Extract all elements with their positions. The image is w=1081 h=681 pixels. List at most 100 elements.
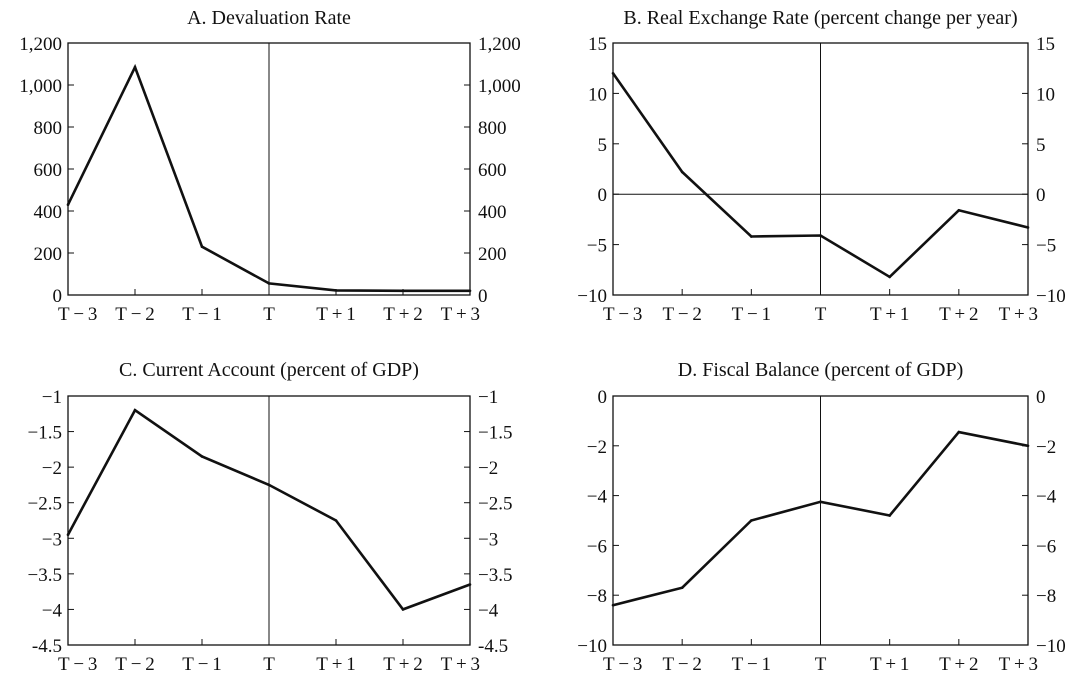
y-tick-label-right: 0 (478, 286, 488, 307)
data-point (888, 514, 891, 517)
y-tick-label-right: −1.5 (478, 423, 512, 444)
y-tick-label-right: −3.5 (478, 565, 512, 586)
data-point (200, 245, 204, 248)
y-tick-label-right: −1 (478, 387, 498, 408)
y-tick-label-right: −6 (1036, 536, 1056, 557)
chart-title: B. Real Exchange Rate (percent change pe… (623, 7, 1017, 29)
y-tick-label-right: −4 (478, 600, 499, 621)
y-tick-label-left: −3 (42, 529, 62, 550)
x-tick-label: T − 1 (732, 654, 771, 675)
x-tick-label: T − 2 (115, 654, 154, 675)
data-point (680, 586, 684, 590)
data-point (133, 65, 137, 69)
data-point (66, 533, 70, 537)
y-tick-label-left: 15 (588, 34, 607, 55)
x-tick-label: T − 2 (662, 654, 701, 675)
x-tick-label: T (263, 304, 275, 325)
data-point (750, 519, 753, 522)
y-tick-label-right: 200 (478, 244, 507, 265)
data-point (401, 608, 405, 611)
y-tick-label-right: −2 (478, 458, 498, 479)
x-tick-label: T − 3 (58, 654, 97, 675)
x-tick-label: T + 2 (383, 654, 422, 675)
y-tick-label-left: 800 (34, 118, 63, 139)
y-tick-label-right: 600 (478, 160, 507, 181)
y-tick-label-right: 400 (478, 202, 507, 223)
data-point (1026, 444, 1030, 448)
y-tick-label-left: −2 (587, 437, 607, 458)
data-point (200, 455, 204, 458)
y-tick-label-right: 1,000 (478, 76, 521, 97)
x-tick-label: T + 2 (939, 654, 978, 675)
data-point (1026, 226, 1030, 229)
panel-b: B. Real Exchange Rate (percent change pe… (577, 7, 1065, 325)
y-tick-label-right: −4 (1036, 487, 1057, 508)
data-point (267, 483, 271, 487)
y-tick-label-right: 0 (1036, 185, 1046, 206)
data-point (680, 170, 684, 174)
y-tick-label-right: −5 (1036, 236, 1056, 257)
y-tick-label-left: −4 (587, 487, 608, 508)
x-tick-label: T + 3 (441, 654, 480, 675)
y-tick-label-left: −1 (42, 387, 62, 408)
y-tick-label-left: −5 (587, 236, 607, 257)
data-point (819, 234, 822, 237)
x-tick-label: T − 2 (662, 304, 701, 325)
chart-title: C. Current Account (percent of GDP) (119, 359, 419, 381)
data-point (66, 203, 70, 206)
data-point (133, 408, 137, 412)
data-point (819, 500, 822, 504)
y-tick-label-left: 0 (598, 185, 608, 206)
x-tick-label: T − 1 (732, 304, 771, 325)
x-tick-label: T − 3 (603, 304, 642, 325)
x-tick-label: T + 3 (441, 304, 480, 325)
y-tick-label-right: 1,200 (478, 34, 521, 55)
y-tick-label-left: −3.5 (28, 565, 62, 586)
x-tick-label: T + 3 (999, 304, 1038, 325)
y-tick-label-left: 5 (598, 135, 608, 156)
y-tick-label-right: 10 (1036, 84, 1055, 105)
y-tick-label-left: 10 (588, 84, 607, 105)
y-tick-label-left: 600 (34, 160, 63, 181)
y-tick-label-right: −2.5 (478, 494, 512, 515)
x-tick-label: T + 1 (316, 304, 355, 325)
panel-a: A. Devaluation Rate 0 0 200 200 400 400 600 600 8… (19, 7, 521, 325)
y-tick-label-left: −10 (577, 286, 607, 307)
y-tick-label-left: −6 (587, 536, 607, 557)
x-tick-label: T − 3 (58, 304, 97, 325)
y-tick-label-left: 0 (598, 387, 608, 408)
y-tick-label-right: −8 (1036, 586, 1056, 607)
y-tick-label-left: 200 (34, 244, 63, 265)
x-tick-label: T + 3 (999, 654, 1038, 675)
y-tick-label-right: 800 (478, 118, 507, 139)
y-tick-label-left: −10 (577, 636, 607, 657)
y-tick-label-left: −4 (42, 600, 63, 621)
y-tick-label-left: 1,000 (19, 76, 62, 97)
x-tick-label: T + 1 (870, 304, 909, 325)
data-point (334, 519, 338, 522)
chart-title: D. Fiscal Balance (percent of GDP) (678, 359, 963, 381)
x-tick-label: T + 2 (383, 304, 422, 325)
y-tick-label-left: 0 (53, 286, 63, 307)
x-tick-label: T (263, 654, 275, 675)
y-tick-label-left: −1.5 (28, 423, 62, 444)
data-point (611, 603, 615, 607)
x-tick-label: T + 1 (870, 654, 909, 675)
y-tick-label-right: −10 (1036, 286, 1066, 307)
y-tick-label-left: -4.5 (32, 636, 62, 657)
x-tick-label: T + 2 (939, 304, 978, 325)
data-point (888, 275, 891, 279)
data-point (267, 282, 271, 285)
y-tick-label-right: −2 (1036, 437, 1056, 458)
y-tick-label-right: -4.5 (478, 636, 508, 657)
x-tick-label: T − 3 (603, 654, 642, 675)
x-tick-label: T − 1 (182, 304, 221, 325)
panel-d: D. Fiscal Balance (percent of GDP) −10 −10… (577, 359, 1065, 675)
y-tick-label-left: −8 (587, 586, 607, 607)
data-point (750, 235, 753, 238)
x-tick-label: T (815, 304, 827, 325)
y-tick-label-left: 1,200 (19, 34, 62, 55)
y-tick-label-right: 15 (1036, 34, 1055, 55)
panel-c: C. Current Account (percent of GDP) -4.5 -… (28, 359, 513, 675)
